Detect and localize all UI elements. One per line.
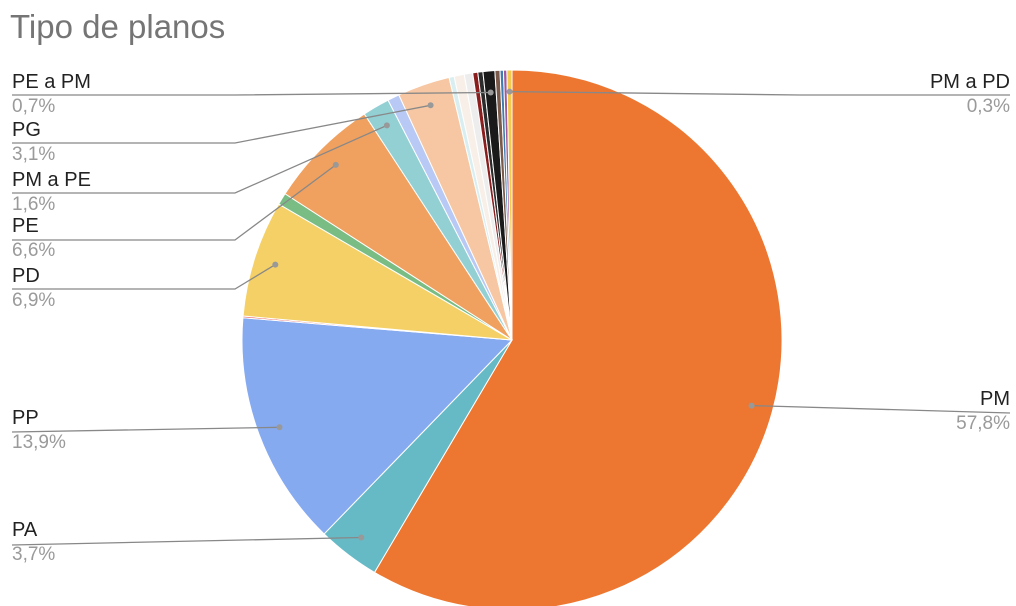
slice-percent-pm-a-pe: 1,6% [12,194,55,215]
slice-label-pd: PD [12,265,40,287]
pie-slices [241,69,783,606]
slice-labels: PM 57,8% PA 3,7% PP 13,9% PD 6,9% PE 6,6% PM a PE 1… [12,71,1010,565]
slice-label-pp: PP [12,407,39,429]
leader-dot-pg [427,102,434,109]
pie-slice-pd [242,203,513,341]
pie-slice-pp [241,317,514,535]
slice-percent-pd: 6,9% [12,290,55,311]
slice-percent-pm-a-pd: 0,3% [967,96,1010,117]
leader-line-pm-a-pd [509,90,1010,96]
pie-slice-pm [373,69,783,606]
leader-lines [11,88,1011,546]
leader-dot-pe-a-pm [487,89,494,96]
slice-label-pe-a-pm: PE a PM [12,71,91,93]
leader-line-pd [12,264,276,290]
leader-dot-pe [332,161,339,168]
slice-label-pm-a-pe: PM a PE [12,169,91,191]
leader-dot-pm-a-pd [506,88,513,95]
leader-dot-pa [358,534,365,541]
leader-dot-pp [276,424,283,431]
leader-line-pe [12,164,337,241]
leader-dot-pm-a-pe [383,122,390,129]
slice-label-pm-a-pd: PM a PD [930,71,1010,93]
slice-percent-pg: 3,1% [12,144,55,165]
slice-label-pg: PG [12,119,41,141]
slice-label-pa: PA [12,519,38,541]
leader-line-pm-a-pe [12,124,388,194]
slice-percent-pa: 3,7% [12,544,55,565]
slice-label-pe: PE [12,215,39,237]
slice-percent-pm: 57,8% [956,413,1010,434]
slice-label-pm: PM [980,388,1010,410]
leader-line-pp [11,426,280,433]
leader-line-pe-a-pm [12,91,491,96]
pie-slice-pe [284,113,513,341]
leader-line-pa [11,536,362,546]
chart-title: Tipo de planos [10,8,226,45]
pie-slice-pm-a-pd [506,69,513,341]
slice-percent-pe-a-pm: 0,7% [12,96,55,117]
leader-dot-pd [272,261,279,268]
leader-line-pm [751,404,1011,414]
slice-percent-pe: 6,6% [12,240,55,261]
slice-percent-pp: 13,9% [12,432,66,453]
leader-line-pg [12,104,431,144]
leader-dot-pm [748,402,755,409]
